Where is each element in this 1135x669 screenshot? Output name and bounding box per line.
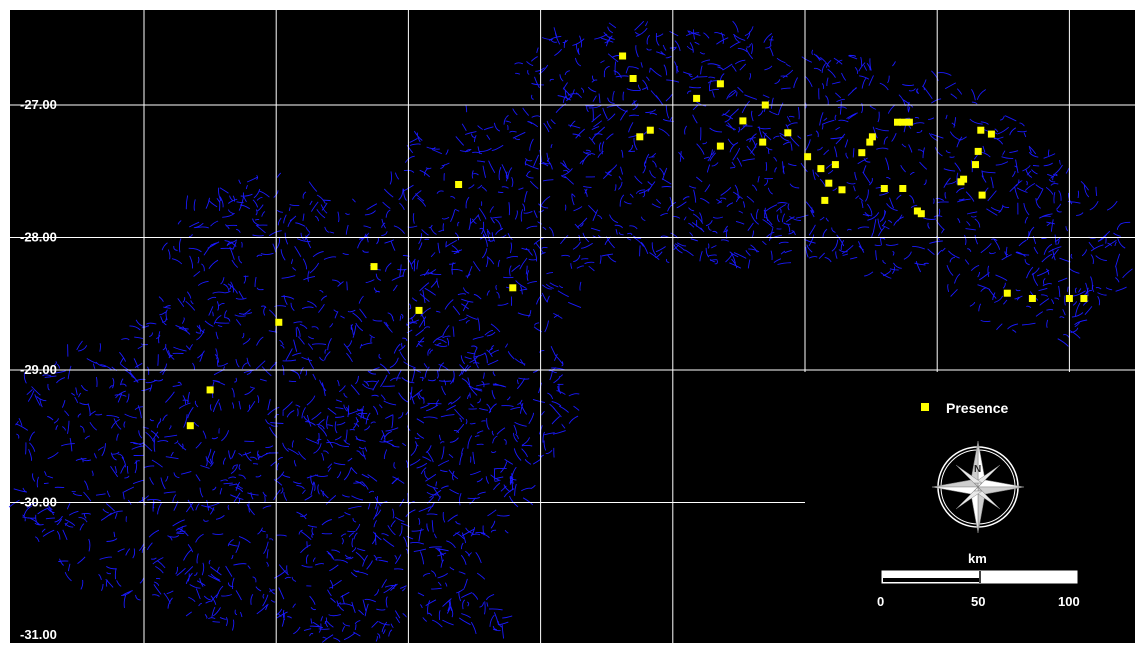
- presence-point: [759, 138, 767, 146]
- river-network: [8, 20, 1133, 643]
- presence-point: [275, 318, 283, 326]
- presence-point: [739, 117, 747, 125]
- presence-point: [1003, 289, 1011, 297]
- scale-label-0: 0: [877, 594, 884, 609]
- presence-point: [913, 207, 921, 215]
- presence-point: [619, 52, 627, 60]
- presence-point: [761, 101, 769, 109]
- presence-point: [1065, 295, 1073, 302]
- lon-tick-label: -52.00: [785, 648, 822, 663]
- presence-point: [866, 138, 874, 146]
- presence-point: [880, 185, 888, 192]
- presence-point: [974, 147, 982, 155]
- presence-point: [370, 263, 378, 271]
- lon-tick-label: -57.00: [124, 648, 161, 663]
- presence-point: [858, 149, 866, 157]
- presence-point: [693, 94, 701, 102]
- presence-point: [455, 181, 463, 188]
- presence-point: [978, 191, 986, 199]
- presence-point: [804, 153, 812, 161]
- lat-tick-label: -31.00: [20, 627, 57, 642]
- presence-point: [646, 126, 654, 134]
- scale-label-50: 50: [971, 594, 985, 609]
- scale-unit: km: [968, 551, 987, 566]
- legend: Presence: [921, 400, 1008, 416]
- presence-point: [838, 186, 846, 194]
- presence-point: [186, 422, 194, 430]
- presence-point: [868, 133, 876, 141]
- presence-point: [831, 161, 839, 169]
- presence-point: [894, 118, 901, 126]
- presence-point: [629, 75, 637, 82]
- presence-point: [917, 210, 925, 218]
- legend-presence-symbol: [921, 403, 929, 411]
- legend-presence-label: Presence: [946, 400, 1008, 416]
- presence-point: [1028, 295, 1036, 302]
- presence-point: [636, 133, 644, 141]
- scale-label-100: 100: [1058, 594, 1080, 609]
- presence-point: [716, 142, 724, 150]
- presence-point: [817, 165, 825, 173]
- lon-tick-label: -50.00: [1049, 648, 1086, 663]
- presence-point: [716, 80, 724, 88]
- lon-tick-label: -54.00: [521, 648, 558, 663]
- presence-point: [899, 185, 907, 192]
- lat-tick-label: -28.00: [20, 230, 57, 245]
- presence-point: [415, 306, 423, 314]
- lon-tick-label: -56.00: [256, 648, 293, 663]
- presence-point: [977, 126, 985, 134]
- scale-bar: km 0 50 100: [877, 551, 1080, 609]
- presence-point: [784, 129, 792, 137]
- presence-points: [186, 52, 1088, 430]
- presence-point: [972, 161, 979, 169]
- latitude-labels: -27.00 -28.00 -29.00 -30.00 -31.00: [20, 97, 57, 642]
- lon-tick-label: -51.00: [917, 648, 954, 663]
- longitude-labels: -57.00 -56.00 -55.00 -54.00 -53.00 -52.00 -51.…: [124, 648, 1086, 663]
- presence-point: [905, 118, 913, 126]
- presence-point: [899, 118, 907, 126]
- lat-tick-label: -30.00: [20, 495, 57, 510]
- lat-tick-label: -29.00: [20, 362, 57, 377]
- graticule-grid: [10, 10, 1135, 643]
- presence-point: [957, 178, 965, 186]
- presence-point: [206, 386, 214, 394]
- lat-tick-label: -27.00: [20, 97, 57, 112]
- presence-point: [1080, 295, 1088, 302]
- lon-tick-label: -55.00: [388, 648, 425, 663]
- north-arrow-icon: N: [931, 440, 1025, 534]
- presence-point: [821, 196, 829, 204]
- presence-point: [509, 284, 517, 292]
- presence-point: [987, 130, 995, 138]
- lon-tick-label: -53.00: [653, 648, 690, 663]
- river-streams: [8, 20, 1133, 643]
- north-letter: N: [974, 464, 981, 475]
- presence-point: [825, 179, 833, 187]
